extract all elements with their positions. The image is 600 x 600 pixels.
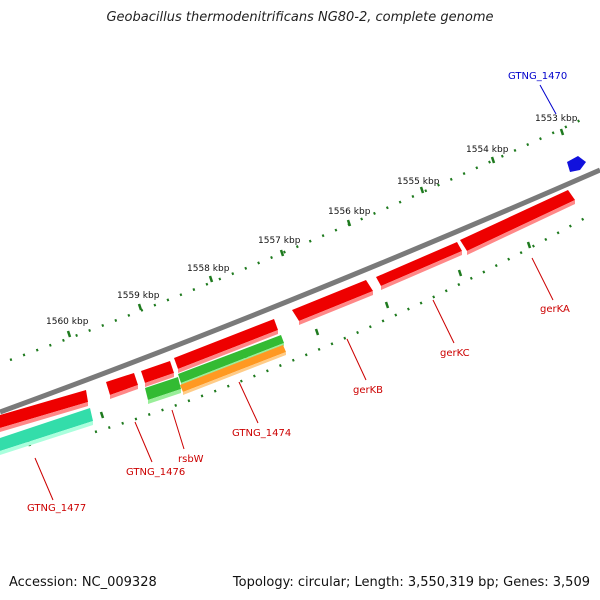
tick-label-1553: 1553 kbp: [535, 114, 578, 124]
gene-feature-gerKC: [376, 242, 462, 290]
gene-label-gerKA: gerKA: [540, 304, 570, 315]
gene-label-GTNG_1470: GTNG_1470: [508, 71, 567, 82]
gene-label-rsbW: rsbW: [178, 454, 204, 465]
tick-label-1555: 1555 kbp: [397, 177, 440, 187]
inner-tick-track: [94, 216, 586, 434]
gene-feature-GTNG_1477: [0, 408, 93, 455]
tick-label-1556: 1556 kbp: [328, 207, 371, 217]
gene-feature-GTNG_1477-red: [0, 390, 88, 432]
gene-label-gerKC: gerKC: [440, 348, 470, 359]
gene-feature-GTNG_1476a: [141, 361, 174, 387]
backbone-track: [0, 167, 600, 415]
tick-label-1560: 1560 kbp: [46, 317, 89, 327]
tick-label-1554: 1554 kbp: [466, 145, 509, 155]
gene-feature-GTNG_1475: [174, 319, 278, 373]
label-leaders: [34, 84, 557, 501]
tick-label-1557: 1557 kbp: [258, 236, 301, 246]
accession-text: Accession: NC_009328: [9, 575, 157, 590]
genome-summary-text: Topology: circular; Length: 3,550,319 bp…: [232, 575, 590, 590]
gene-feature-GTNG_1474: [180, 345, 286, 395]
gene-label-gerKB: gerKB: [353, 385, 383, 396]
outer-major-ticks: [66, 128, 565, 338]
gene-label-GTNG_1477: GTNG_1477: [27, 503, 86, 514]
gene-feature-gerKA: [460, 190, 575, 255]
tick-label-1559: 1559 kbp: [117, 291, 160, 301]
tick-label-1558: 1558 kbp: [187, 264, 230, 274]
map-title: Geobacillus thermodenitrificans NG80-2, …: [106, 10, 494, 25]
gene-feature-rsbW: [145, 377, 181, 404]
gene-feature-gerKB: [292, 280, 373, 325]
gene-feature-GTNG_1476: [106, 373, 138, 399]
gene-label-GTNG_1476: GTNG_1476: [126, 467, 185, 478]
gene-label-GTNG_1474: GTNG_1474: [232, 428, 291, 439]
gene-feature-GTNG_1470: [567, 156, 586, 172]
